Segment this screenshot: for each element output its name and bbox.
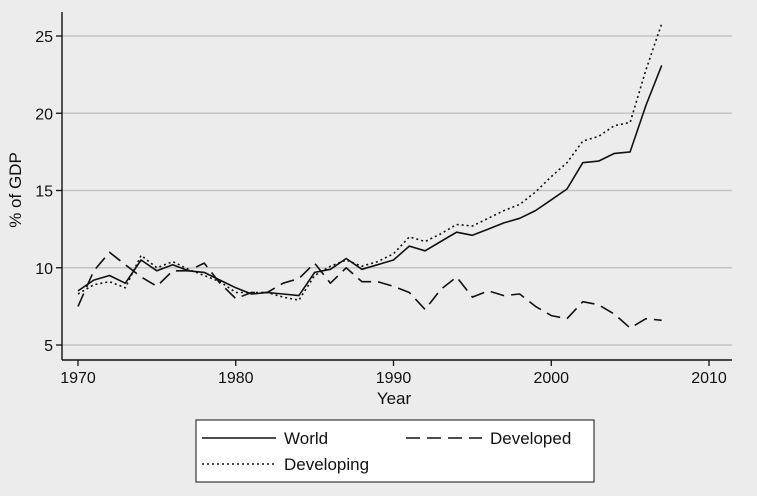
legend-label-developing: Developing xyxy=(284,455,369,474)
y-tick-label: 5 xyxy=(44,338,53,355)
y-tick-label: 10 xyxy=(35,261,53,278)
x-tick-label: 2000 xyxy=(533,370,569,387)
x-axis-label: Year xyxy=(377,389,412,408)
series-line-world xyxy=(77,65,663,297)
y-axis-label: % of GDP xyxy=(6,152,25,228)
legend-label-developed: Developed xyxy=(490,429,571,448)
legend-box xyxy=(195,419,595,483)
x-tick-label: 1970 xyxy=(60,370,96,387)
y-tick-label: 15 xyxy=(35,184,53,201)
plot-area xyxy=(62,12,732,360)
x-tick-label: 1990 xyxy=(376,370,412,387)
x-tick-label: 1980 xyxy=(218,370,254,387)
grid-lines xyxy=(62,35,732,346)
series-line-developed xyxy=(77,251,662,329)
y-tick-label: 25 xyxy=(35,29,53,46)
series-lines xyxy=(77,23,663,329)
axes: 5 10 15 20 25 1970 1980 1990 2000 2010 xyxy=(35,12,732,387)
legend-label-world: World xyxy=(284,429,328,448)
x-tick-label: 2010 xyxy=(691,370,727,387)
y-tick-label: 20 xyxy=(35,106,53,123)
legend: World Developed Developing xyxy=(195,419,595,483)
